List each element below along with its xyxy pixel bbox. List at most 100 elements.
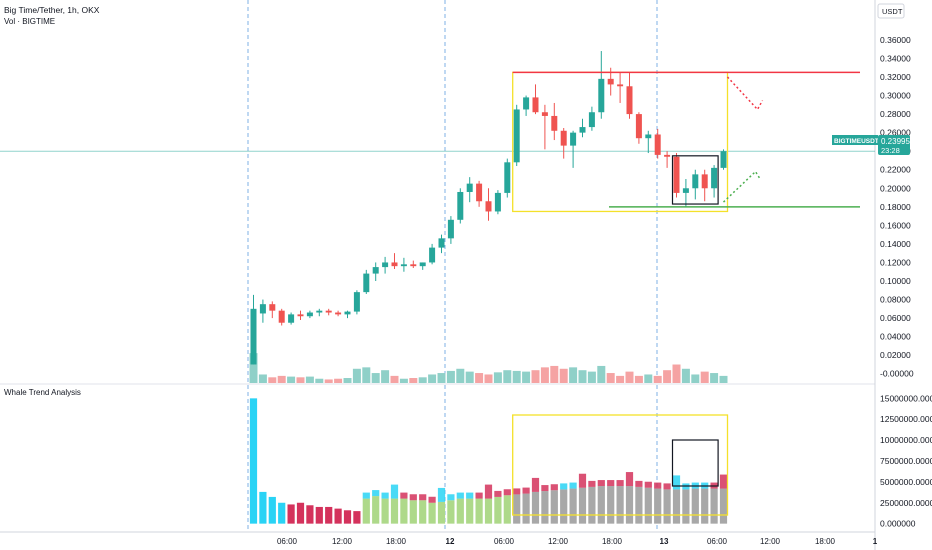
whale-bar-accent <box>597 480 605 487</box>
symbol-tag <box>832 135 878 145</box>
day-separator-lines <box>247 0 658 532</box>
candle-body <box>654 134 661 155</box>
whale-bar-trend <box>428 502 436 524</box>
whale-bar-trend <box>607 486 615 524</box>
volume-bar <box>315 378 324 383</box>
candle-body <box>335 312 342 315</box>
candle-body <box>504 162 511 193</box>
time-axis-ticks[interactable]: 06:00 12:00 18:00 12 06:00 12:00 18:00 13 06:00 1… <box>277 537 878 546</box>
volume-bars <box>249 353 728 383</box>
volume-bar <box>258 374 267 383</box>
candle-body <box>382 262 389 268</box>
whale-bar-accent <box>578 473 587 488</box>
candle-body <box>635 114 642 139</box>
whale-bar-accent <box>616 480 624 487</box>
candle-body <box>278 310 285 323</box>
whale-tick-label: 12500000.000000 <box>880 414 932 424</box>
whale-bar-accent <box>437 487 446 502</box>
candle-body <box>259 304 266 314</box>
time-tick-label: 12:00 <box>760 537 781 546</box>
candle-body <box>429 247 436 263</box>
whale-bar-trend <box>635 486 643 524</box>
volume-bar <box>644 374 653 383</box>
whale-bar-trend <box>475 498 483 524</box>
whale-bar-primary <box>343 510 352 524</box>
time-tick-label: 18:00 <box>386 537 407 546</box>
whale-bar-accent <box>419 494 427 501</box>
projection-up-arrow <box>722 170 762 203</box>
price-tick-label: 0.18000 <box>880 202 911 212</box>
price-tick-label: 0.16000 <box>880 220 911 230</box>
whale-bar-primary <box>259 491 267 524</box>
whale-bar-primary <box>278 502 286 524</box>
price-tick-label: 0.28000 <box>880 109 911 119</box>
price-tick-label: -0.00000 <box>880 369 914 379</box>
whale-bar-accent <box>672 475 681 490</box>
candle-body <box>485 201 492 212</box>
candle-body <box>588 112 595 128</box>
whale-bar-accent <box>447 494 455 501</box>
candle-body <box>288 314 295 323</box>
whale-bar-primary <box>306 505 314 524</box>
price-tick-label: 0.02000 <box>880 350 911 360</box>
whale-bar-accent <box>503 489 511 496</box>
price-tick-label: 0.30000 <box>880 91 911 101</box>
whale-bar-trend <box>437 501 446 524</box>
price-tick-label: 0.34000 <box>880 53 911 63</box>
consolidation-box <box>671 155 719 205</box>
whale-range-box <box>512 414 729 516</box>
volume-bar <box>663 370 672 383</box>
volume-bar <box>691 374 700 383</box>
whale-bar-accent <box>625 472 634 487</box>
volume-bar <box>324 379 333 383</box>
price-tag <box>878 135 910 155</box>
whale-bar-accent <box>494 490 502 497</box>
currency-button[interactable] <box>877 3 905 19</box>
volume-bar <box>343 378 352 383</box>
candle-body <box>617 84 624 87</box>
price-tag-value: 0.23995 <box>881 137 910 146</box>
whale-bar-trend <box>372 496 380 524</box>
candle-body <box>400 264 407 267</box>
candle-body <box>579 127 586 133</box>
whale-bar-accent <box>475 492 483 499</box>
drawing-overlays[interactable] <box>512 71 860 213</box>
whale-axis-ticks[interactable]: 0.000000 2500000.000000 5000000.000000 7500… <box>880 393 932 528</box>
whale-bar-accent <box>588 480 596 487</box>
whale-bar-trend <box>644 487 652 524</box>
volume-bar <box>672 364 681 383</box>
volume-bar <box>296 377 305 383</box>
candle-body <box>325 310 332 313</box>
whale-trend-bars <box>249 398 728 524</box>
candlestick-series[interactable] <box>250 51 727 365</box>
volume-bar <box>550 365 559 383</box>
time-tick-label: 12:00 <box>332 537 353 546</box>
whale-bar-trend <box>390 498 399 524</box>
whale-bar-trend <box>550 490 558 524</box>
volume-bar <box>399 378 408 383</box>
volume-bar <box>700 371 709 383</box>
whale-bar-trend <box>616 486 624 524</box>
time-tick-label: 13 <box>660 537 669 546</box>
candle-body <box>466 183 473 192</box>
whale-bar-primary <box>334 508 342 524</box>
volume-bar <box>606 373 615 383</box>
volume-bar <box>456 368 465 383</box>
price-tick-label: 0.32000 <box>880 72 911 82</box>
candle-body <box>701 174 708 189</box>
volume-bar <box>249 353 258 383</box>
volume-bar <box>540 367 549 383</box>
candle-body <box>372 267 379 274</box>
whale-drawing-overlays[interactable] <box>512 414 729 516</box>
whale-bar-trend <box>541 491 549 524</box>
price-tick-label: 0.26000 <box>880 128 911 138</box>
candle-body <box>363 273 370 293</box>
whale-bar-accent <box>607 480 615 487</box>
whale-tick-label: 15000000.000000 <box>880 393 932 403</box>
candle-body <box>720 151 727 168</box>
candle-body <box>297 314 304 317</box>
whale-bar-trend <box>654 488 662 524</box>
time-tick-label: 12:00 <box>548 537 569 546</box>
candle-body <box>711 167 718 189</box>
